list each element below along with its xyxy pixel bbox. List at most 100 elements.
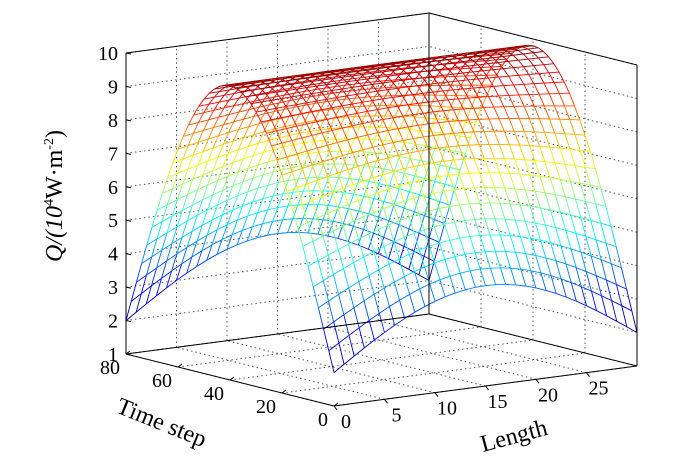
surface-mesh-line [329,76,336,83]
surface-mesh-line [269,102,280,106]
surface-mesh-line [449,173,460,176]
surface-mesh-line [497,51,508,54]
surface-mesh-line [207,156,219,162]
surface-mesh-line [447,81,454,91]
surface-mesh-line [486,66,493,76]
surface-mesh-line [570,180,581,184]
surface-mesh-line [548,72,555,83]
surface-mesh-line [348,116,356,128]
surface-mesh-line [330,72,341,75]
surface-mesh-line [183,133,194,137]
surface-mesh-line [281,115,292,119]
surface-mesh-line [372,177,379,193]
surface-mesh-line [396,64,407,67]
surface-mesh-line [393,224,400,242]
surface-mesh-line [377,160,384,175]
surface-mesh-line [382,144,389,158]
surface-mesh-line [284,106,295,110]
surface-mesh-line [576,300,587,307]
surface-mesh-line [538,94,545,107]
surface-mesh-line [433,193,440,209]
surface-mesh-line [358,327,365,348]
surface-mesh-line [404,129,411,143]
surface-mesh-line [250,101,261,105]
surface-mesh-line [336,97,343,107]
surface-mesh-line [478,144,485,159]
surface-mesh-line [433,226,441,244]
surface-mesh-line [341,77,347,83]
surface-mesh-line [327,249,339,256]
surface-mesh-line [243,109,250,120]
surface-mesh-line [438,176,445,192]
surface-mesh-line [383,236,394,243]
surface-mesh-line [459,153,466,171]
surface-mesh-line [259,104,270,108]
surface-mesh-line [212,180,219,196]
surface-mesh-line [407,86,414,95]
surface-mesh-line [487,63,494,71]
surface-mesh-line [397,128,404,141]
surface-mesh-line [282,205,289,220]
surface-mesh-line [404,158,411,174]
surface-mesh-line [266,221,274,236]
surface-mesh-line [313,163,324,166]
surface-mesh-line [156,204,168,211]
surface-mesh-line [463,188,471,204]
surface-mesh-line [538,72,549,75]
surface-mesh-line [540,272,547,291]
surface-mesh-line [571,282,582,288]
surface-mesh-line [338,287,349,295]
surface-mesh-line [208,110,215,121]
surface-mesh-line [322,280,329,302]
surface-mesh-line [237,158,244,173]
surface-mesh-line [356,94,363,103]
surface-mesh-line [455,107,462,121]
surface-mesh-line [386,65,397,69]
surface-mesh-line [310,73,321,76]
surface-mesh-line [277,169,284,183]
surface-mesh-line [417,85,424,94]
surface-mesh-line [373,294,380,314]
surface-mesh-line [575,198,586,202]
surface-mesh-line [504,187,511,204]
surface-mesh-line [217,190,224,206]
surface-mesh-line [342,188,349,205]
surface-mesh-line [285,106,292,116]
surface-mesh-line [391,81,398,89]
z-tick-label: 10 [98,43,118,65]
surface-mesh-line [540,240,547,259]
surface-mesh-line [276,159,283,176]
surface-mesh-line [219,87,225,92]
surface-mesh-line [465,84,472,97]
surface-mesh-line [294,90,305,94]
surface-mesh-line [589,151,596,169]
surface-mesh-line [520,269,527,287]
surface-mesh-line [520,204,531,207]
surface-mesh-line [299,84,310,88]
surface-mesh-line [548,93,555,107]
surface-mesh-line [372,147,379,161]
surface-mesh-line [554,194,561,213]
surface-mesh-line [322,158,333,163]
surface-mesh-line [439,164,451,168]
surface-mesh-line [231,219,238,235]
surface-mesh-line [444,205,451,224]
surface-mesh-line [442,73,453,76]
surface-mesh-line [271,145,278,161]
surface-mesh-line [327,191,334,206]
surface-mesh-line [375,69,386,72]
surface-mesh-line [367,132,378,136]
surface-mesh-line [265,93,272,101]
grid-line-z-left-wall [125,45,430,87]
surface-mesh-line [530,270,537,289]
surface-mesh-line [203,109,214,114]
surface-mesh-line [417,103,424,114]
surface-mesh-line [401,80,408,88]
surface-mesh-line [397,126,409,130]
surface-mesh-line [367,90,378,94]
surface-mesh-line [616,284,627,290]
surface-mesh-line [363,256,370,276]
surface-mesh-line [268,129,275,141]
surface-mesh-line [278,134,289,139]
surface-mesh-line [434,106,442,119]
